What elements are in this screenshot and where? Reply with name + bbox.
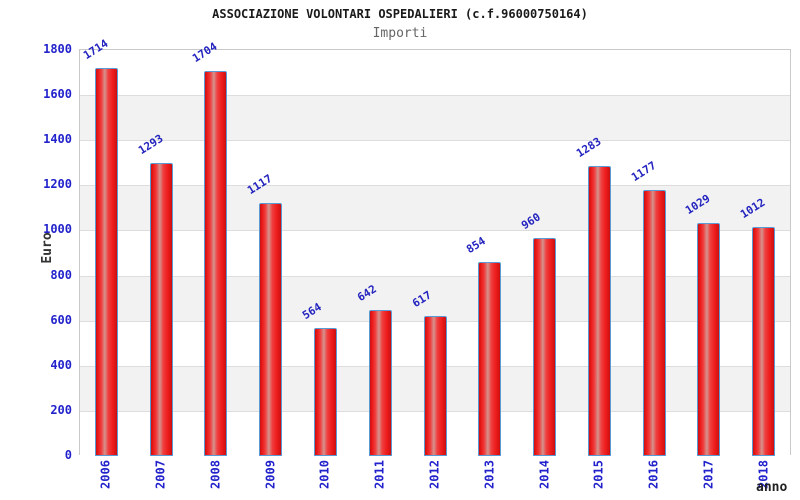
y-tick-label: 1800: [43, 42, 72, 56]
y-tick-label: 1600: [43, 87, 72, 101]
grid-line: [80, 140, 790, 141]
bar: [369, 310, 392, 456]
bar: [150, 163, 173, 456]
plot-area: [79, 49, 791, 456]
bar: [314, 328, 337, 456]
grid-line: [80, 95, 790, 96]
grid-line: [80, 230, 790, 231]
x-tick-label: 2017: [701, 460, 716, 489]
x-tick-label: 2016: [646, 460, 661, 489]
chart-subtitle: Importi: [372, 26, 428, 41]
grid-band: [80, 140, 790, 186]
x-tick-label: 2008: [208, 460, 223, 489]
bar: [95, 68, 118, 456]
grid-line: [80, 276, 790, 277]
bar: [752, 227, 775, 456]
y-axis-label: Euro: [40, 232, 55, 264]
grid-band: [80, 275, 790, 321]
grid-band: [80, 50, 790, 96]
y-tick-label: 200: [50, 403, 72, 417]
bar: [424, 316, 447, 456]
bar: [533, 238, 556, 456]
bar: [204, 71, 227, 456]
x-tick-label: 2015: [591, 460, 606, 489]
y-tick-label: 1000: [43, 222, 72, 236]
y-tick-label: 600: [50, 313, 72, 327]
grid-band: [80, 95, 790, 141]
y-tick-label: 0: [64, 448, 72, 462]
x-tick-label: 2006: [98, 460, 113, 489]
x-tick-label: 2013: [482, 460, 497, 489]
chart-title: ASSOCIAZIONE VOLONTARI OSPEDALIERI (c.f.…: [212, 7, 588, 21]
x-tick-label: 2010: [317, 460, 332, 489]
grid-band: [80, 230, 790, 276]
bar: [697, 223, 720, 456]
x-tick-label: 2011: [372, 460, 387, 489]
y-tick-label: 1200: [43, 177, 72, 191]
y-tick-label: 1400: [43, 132, 72, 146]
grid-line: [80, 185, 790, 186]
grid-band: [80, 185, 790, 231]
y-tick-label: 400: [50, 358, 72, 372]
x-tick-label: 2014: [537, 460, 552, 489]
bar: [588, 166, 611, 456]
bar: [259, 203, 282, 456]
bar: [643, 190, 666, 456]
x-axis-label: anno: [756, 480, 788, 495]
x-tick-label: 2012: [427, 460, 442, 489]
x-tick-label: 2009: [263, 460, 278, 489]
x-tick-label: 2007: [153, 460, 168, 489]
bar: [478, 262, 501, 456]
y-tick-label: 800: [50, 268, 72, 282]
